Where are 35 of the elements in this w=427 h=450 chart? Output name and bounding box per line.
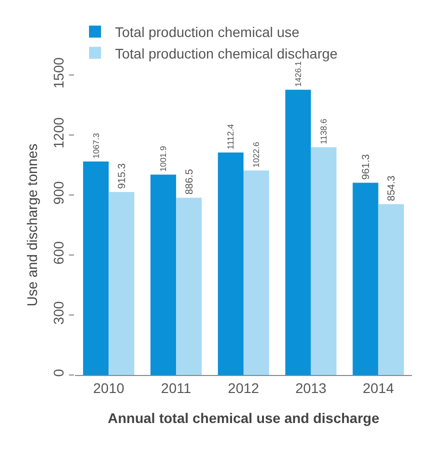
y-tick-label: 1500: [50, 57, 66, 88]
y-tick-label: 0: [50, 368, 66, 377]
bar: [108, 192, 134, 375]
data-label: 1426.1: [292, 60, 303, 87]
data-label: 1112.4: [226, 124, 236, 150]
bar: [352, 182, 378, 375]
y-axis-title: Use and discharge tonnes: [24, 144, 40, 306]
x-tick-label: 2010: [93, 380, 124, 396]
data-label: 886.5: [184, 168, 196, 195]
data-label: 1022.6: [251, 142, 262, 168]
data-label: 1138.6: [318, 118, 329, 144]
bar: [378, 204, 404, 375]
data-label: 1001.9: [158, 146, 168, 172]
legend-label: Total production chemical use: [115, 24, 300, 40]
bar: [285, 90, 311, 375]
x-tick-label: 2012: [228, 380, 260, 396]
x-axis-title: Annual total chemical use and discharge: [108, 410, 380, 426]
data-label: 1067.3: [90, 132, 101, 159]
bar: [150, 174, 176, 375]
legend-label: Total production chemical discharge: [115, 45, 338, 62]
data-label: 961.3: [361, 154, 372, 180]
y-tick-label: 600: [50, 241, 66, 265]
bar: [310, 147, 337, 375]
y-tick-label: 300: [50, 301, 66, 325]
data-label: 915.3: [117, 163, 128, 189]
x-tick-label: 2011: [161, 380, 192, 396]
bar: [83, 162, 109, 375]
bar: [244, 170, 270, 375]
y-tick-label: 900: [50, 181, 66, 205]
x-tick-label: 2013: [295, 380, 327, 396]
y-tick-label: 1200: [50, 117, 66, 148]
x-tick-label: 2014: [362, 380, 394, 396]
data-label: 854.3: [386, 175, 398, 202]
bar: [218, 152, 244, 375]
bar: [176, 198, 202, 375]
